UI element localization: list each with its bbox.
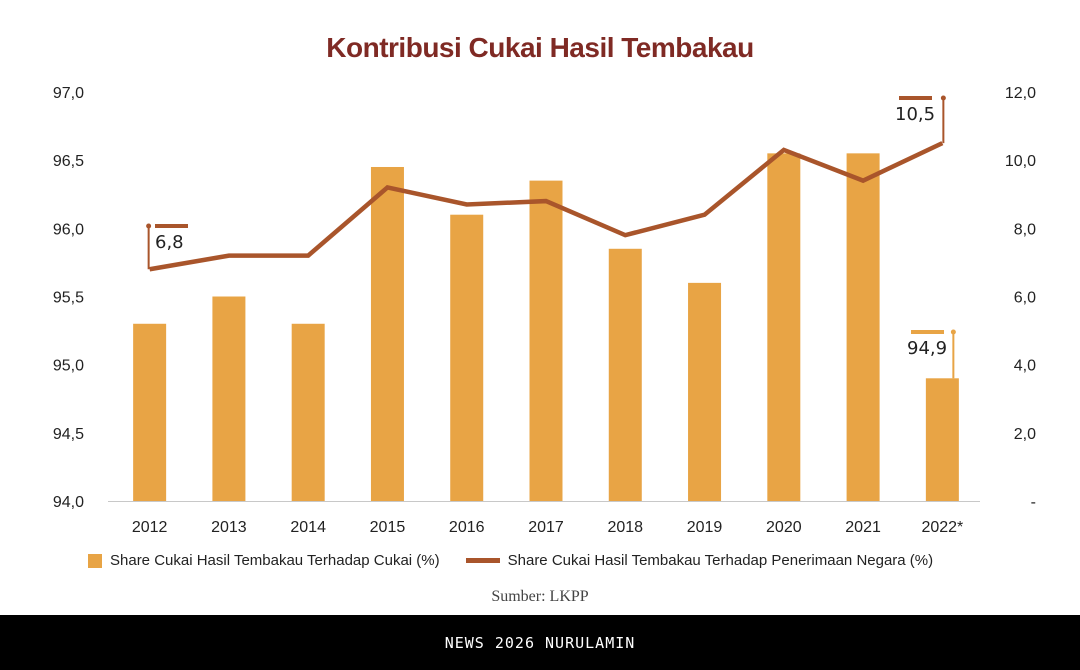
callout-bar [911, 330, 944, 334]
combo-chart: 94,0 94,5 95,0 95,5 96,0 96,5 97,0 - 2,0 4,0 6,0 8,… [53, 85, 1036, 536]
bar-2021 [846, 153, 880, 501]
x-axis-tick: 2020 [766, 519, 802, 536]
bar-2014 [291, 323, 325, 501]
right-axis-tick: 2,0 [1014, 426, 1036, 443]
bar-2017 [529, 180, 563, 501]
right-axis-tick: 8,0 [1014, 221, 1036, 238]
left-axis-tick: 95,5 [53, 290, 84, 307]
callout-bar [155, 224, 188, 228]
callout-dot [146, 223, 152, 229]
x-axis-tick: 2015 [370, 519, 406, 536]
x-axis-tick: 2018 [607, 519, 643, 536]
chart-legend: Share Cukai Hasil Tembakau Terhadap Cuka… [88, 552, 959, 569]
watermark-text: NEWS 2026 NURULAMIN [444, 633, 636, 652]
callout-dot [940, 95, 946, 101]
footer-banner: NEWS 2026 NURULAMIN [0, 615, 1080, 670]
bar-2022* [925, 378, 959, 501]
x-axis-tick: 2017 [528, 519, 564, 536]
left-axis-tick: 96,0 [53, 221, 84, 238]
chart-title: Kontribusi Cukai Hasil Tembakau [326, 32, 754, 63]
callout-last-line: 10,5 [895, 104, 935, 125]
left-axis-tick: 94,0 [53, 494, 84, 511]
x-axis-tick: 2013 [211, 519, 247, 536]
left-axis-tick: 97,0 [53, 85, 84, 102]
right-axis-tick: - [1031, 494, 1036, 511]
right-axis-tick: 10,0 [1005, 153, 1036, 170]
bar-2018 [608, 248, 642, 501]
legend-item-bar: Share Cukai Hasil Tembakau Terhadap Cuka… [88, 552, 440, 569]
x-axis-tick: 2022* [921, 519, 963, 536]
bar-2013 [212, 296, 246, 501]
bar-2015 [370, 166, 404, 501]
left-axis-tick: 94,5 [53, 426, 84, 443]
bar-2012 [133, 323, 167, 501]
left-axis-tick: 95,0 [53, 358, 84, 375]
legend-line-label: Share Cukai Hasil Tembakau Terhadap Pene… [507, 552, 934, 569]
bar-2016 [450, 214, 484, 501]
x-axis-tick: 2019 [687, 519, 723, 536]
callout-bar [899, 96, 932, 100]
line-swatch-icon [465, 558, 500, 563]
left-axis-tick: 96,5 [53, 153, 84, 170]
source-note: Sumber: LKPP [491, 588, 589, 605]
legend-bar-label: Share Cukai Hasil Tembakau Terhadap Cuka… [110, 552, 440, 569]
bar-2019 [688, 282, 722, 501]
x-axis-tick: 2016 [449, 519, 485, 536]
line-series [149, 141, 944, 272]
right-axis-tick: 4,0 [1014, 358, 1036, 375]
bar-swatch-icon [88, 553, 102, 568]
right-axis-tick: 6,0 [1014, 290, 1036, 307]
x-axis-tick: 2012 [132, 519, 168, 536]
callout-dot [950, 329, 956, 335]
bar-2020 [767, 153, 801, 501]
callout-last-bar: 94,9 [907, 338, 947, 359]
x-axis-tick: 2014 [290, 519, 326, 536]
callout-first-line: 6,8 [155, 232, 184, 253]
right-axis-tick: 12,0 [1005, 85, 1036, 102]
x-axis-tick: 2021 [845, 519, 881, 536]
legend-item-line: Share Cukai Hasil Tembakau Terhadap Pene… [465, 552, 934, 569]
